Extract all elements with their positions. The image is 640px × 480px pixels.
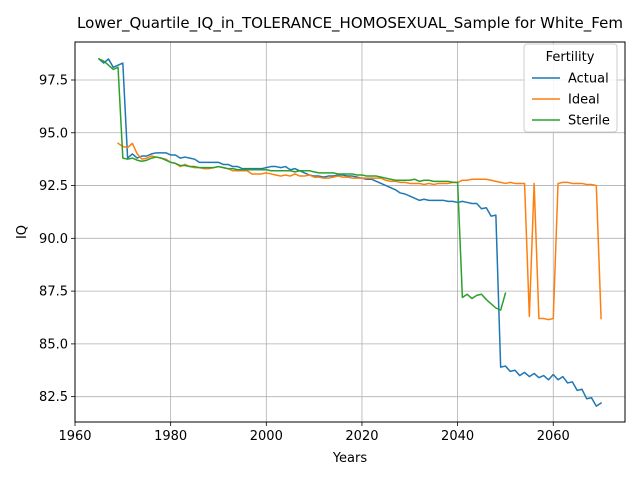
legend-label-actual: Actual [568, 72, 609, 87]
y-tick-label: 87.5 [39, 285, 68, 300]
legend-items: Actual Ideal Sterile [532, 72, 610, 129]
chart-title: Lower_Quartile_IQ_in_TOLERANCE_HOMOSEXUA… [77, 14, 623, 33]
x-tick-label: 2000 [250, 429, 283, 444]
legend-label-ideal: Ideal [568, 93, 600, 108]
plot-frame [74, 41, 626, 423]
x-axis-label: Years [332, 451, 368, 466]
legend-title: Fertility [546, 50, 595, 65]
legend-label-sterile: Sterile [568, 114, 610, 129]
y-axis-label: IQ [15, 225, 30, 239]
x-tick-label: 1980 [154, 429, 187, 444]
legend-box [523, 43, 618, 133]
y-tick-label: 97.5 [39, 74, 68, 89]
x-tick-label: 2060 [537, 429, 570, 444]
y-tick-label: 85.0 [39, 337, 68, 352]
series-line-sterile [97, 57, 507, 311]
x-tick-label: 1960 [58, 429, 91, 444]
x-axis-ticks: 1960 1980 2000 2020 2040 2060 [58, 422, 570, 444]
series-lines [97, 57, 603, 407]
series-line-actual [97, 57, 603, 407]
y-tick-label: 92.5 [39, 179, 68, 194]
x-tick-label: 2020 [345, 429, 378, 444]
y-tick-label: 90.0 [39, 232, 68, 247]
y-tick-label: 95.0 [39, 126, 68, 141]
y-axis-ticks: 82.5 85.0 87.5 90.0 92.5 95.0 97.5 [39, 74, 75, 405]
legend: Fertility Actual Ideal Sterile [523, 43, 618, 133]
x-tick-label: 2040 [441, 429, 474, 444]
y-tick-label: 82.5 [39, 390, 68, 405]
